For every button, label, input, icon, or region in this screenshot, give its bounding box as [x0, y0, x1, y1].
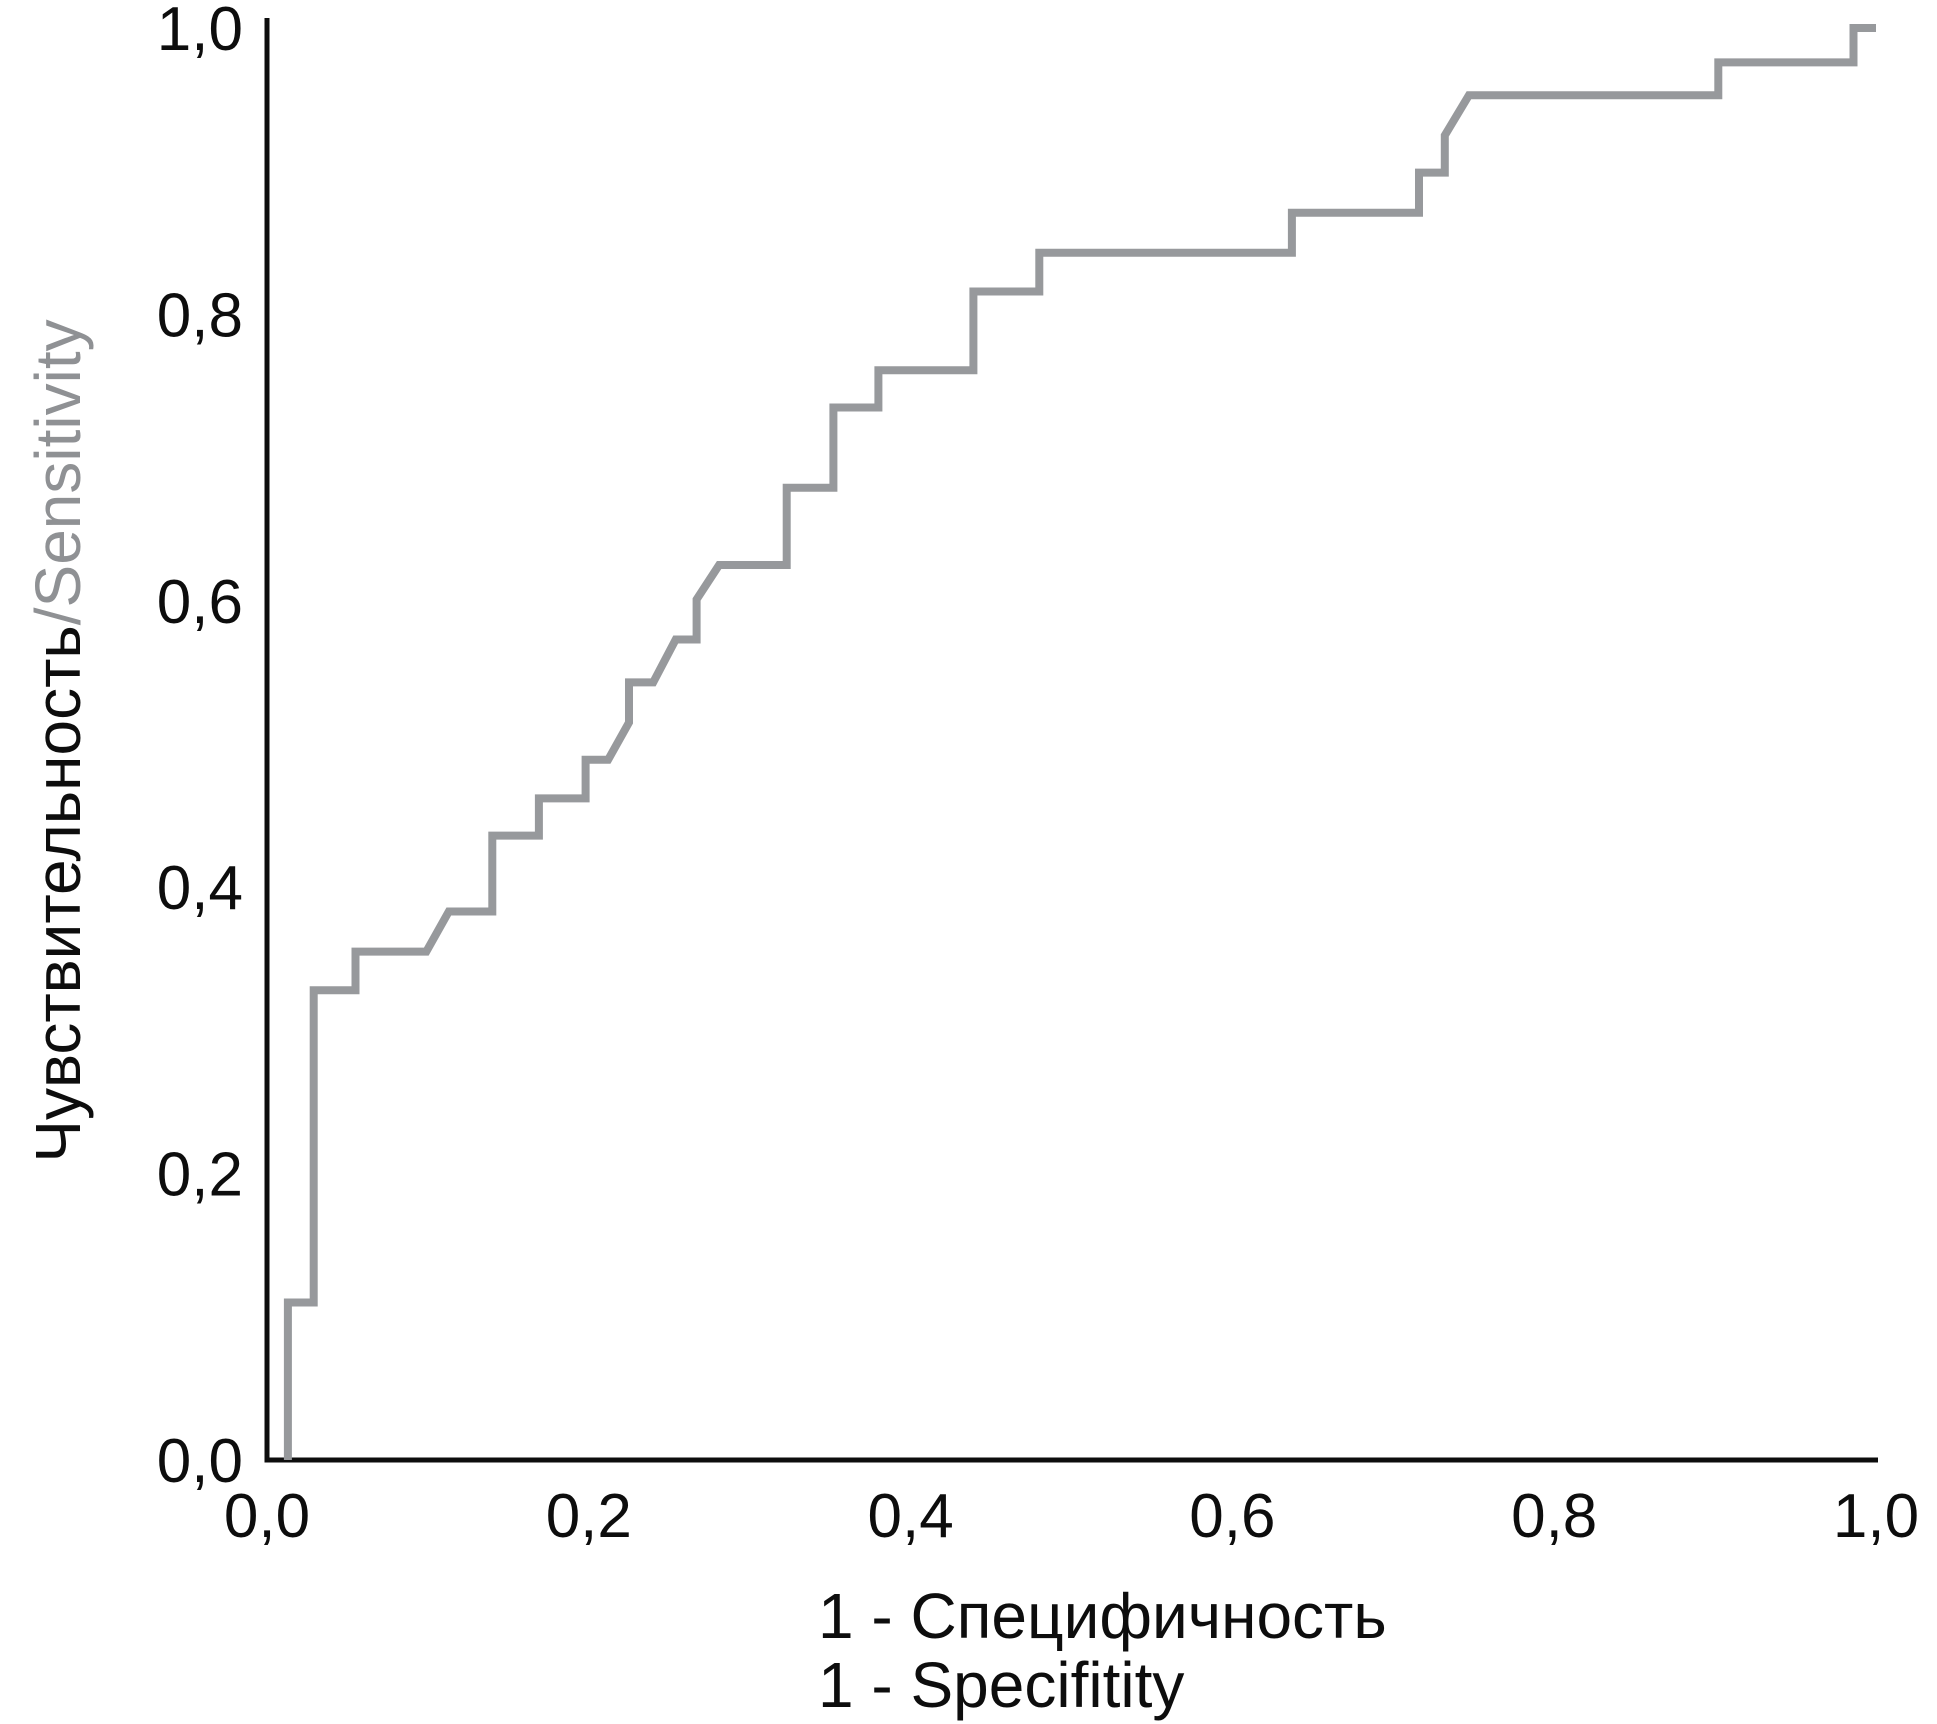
y-axis-title-ru: Чувствительность	[22, 625, 94, 1162]
x-tick-label: 0,0	[224, 1482, 310, 1551]
y-tick-label: 0,6	[157, 568, 243, 637]
y-axis-title-en: /Sensitivity	[22, 319, 94, 625]
y-tick-label: 1,0	[157, 0, 243, 64]
x-axis-title-en: 1 - Specifitity	[818, 1649, 1184, 1721]
roc-curve	[283, 24, 1876, 1460]
plot-area: 0,0 0,2 0,4 0,6 0,8 1,0 0,0 0,2 0,4 0,6 0,8 1,0	[157, 0, 1919, 1551]
y-tick-label: 0,4	[157, 854, 243, 923]
x-tick-label: 0,6	[1189, 1482, 1275, 1551]
x-axis-title-ru: 1 - Специфичность	[818, 1580, 1387, 1652]
y-tick-label: 0,8	[157, 281, 243, 350]
x-tick-label: 0,8	[1511, 1482, 1597, 1551]
y-tick-label: 0,0	[157, 1427, 243, 1496]
y-tick-label: 0,2	[157, 1141, 243, 1210]
x-tick-label: 1,0	[1833, 1482, 1919, 1551]
x-tick-label: 0,4	[867, 1482, 953, 1551]
x-tick-label: 0,2	[546, 1482, 632, 1551]
y-axis-title: Чувствительность/Sensitivity	[22, 319, 94, 1162]
